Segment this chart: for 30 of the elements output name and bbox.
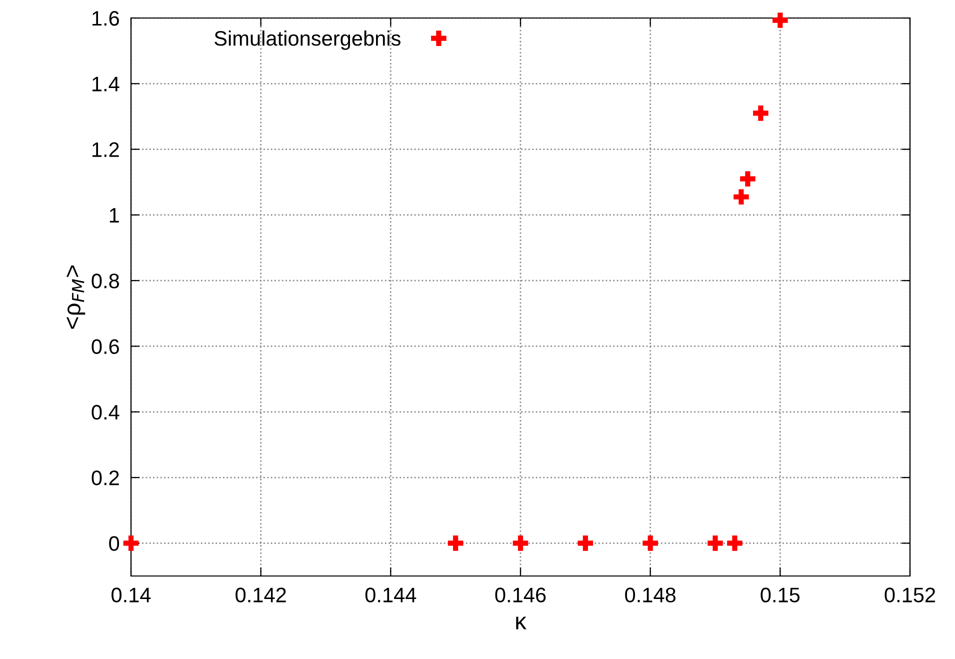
x-axis-title: κ: [516, 616, 526, 630]
x-tick-label: 0.146: [495, 588, 546, 602]
point: [740, 171, 756, 186]
x-tick-label: 0.14: [112, 588, 151, 602]
legend-label: Simulationsergebnis: [214, 30, 400, 50]
x-tick-label: 0.15: [760, 588, 800, 602]
point: [772, 12, 788, 28]
x-tick-label: 0.152: [884, 588, 936, 602]
y-tick-label: 1: [110, 208, 119, 222]
point: [753, 106, 768, 121]
y-tick-label: 0.4: [92, 404, 120, 420]
point: [512, 536, 528, 551]
x-tick-label: 0.148: [625, 588, 676, 602]
y-tick-label: 0.6: [92, 339, 119, 354]
point: [123, 536, 139, 551]
y-tick-label: 1.6: [92, 11, 119, 26]
point: [642, 536, 658, 551]
y-tick-label: 0.2: [92, 470, 119, 486]
point: [578, 536, 594, 551]
x-tick-label: 0.142: [236, 588, 286, 602]
y-tick-label: 1.2: [92, 142, 119, 157]
point: [708, 536, 723, 551]
point: [734, 189, 749, 205]
x-tick-label: 0.144: [365, 588, 416, 602]
y-axis-title: <ρ$_{FM}$>: [66, 265, 86, 329]
y-tick-label: 0.8: [92, 274, 119, 288]
y-tick-label: 0: [109, 536, 120, 551]
point: [727, 536, 742, 551]
point: [448, 536, 464, 551]
y-tick-label: 1.4: [92, 76, 120, 92]
